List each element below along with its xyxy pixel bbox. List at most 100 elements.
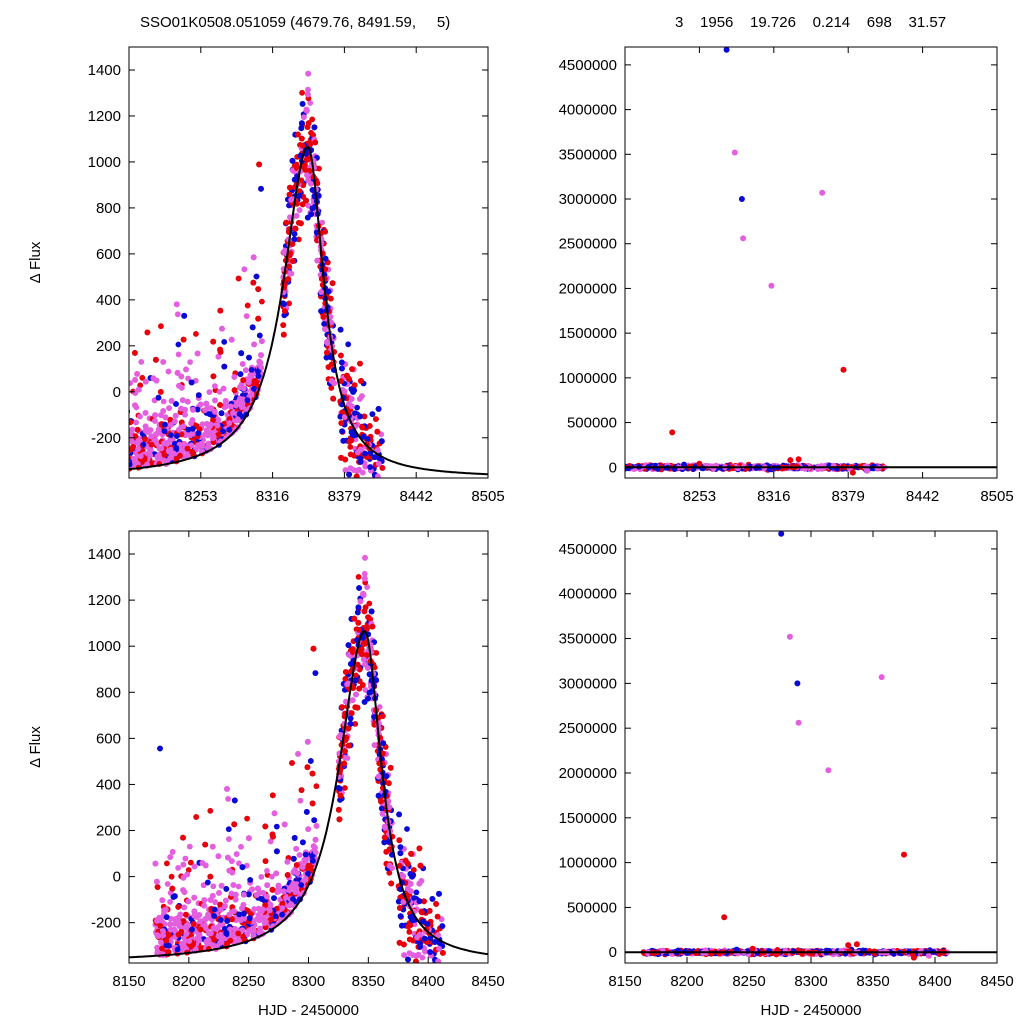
data-point xyxy=(116,457,122,463)
y-tick-label: 3000000 xyxy=(559,191,617,208)
y-tick-label: -200 xyxy=(91,430,121,447)
y-tick-label: 400 xyxy=(96,292,121,309)
data-point xyxy=(371,454,378,460)
data-point xyxy=(864,467,871,474)
data-point xyxy=(298,135,305,142)
data-point xyxy=(122,401,128,407)
data-point xyxy=(112,454,118,460)
data-point xyxy=(366,600,373,607)
data-point xyxy=(110,467,116,473)
plot-area xyxy=(107,70,488,478)
data-point xyxy=(117,422,123,428)
data-point xyxy=(221,339,228,345)
data-point xyxy=(598,464,604,470)
data-point xyxy=(107,447,113,453)
x-tick-label: 8253 xyxy=(683,488,716,505)
data-point xyxy=(787,457,794,464)
data-point xyxy=(413,889,420,896)
y-tick-label: 800 xyxy=(96,200,121,217)
data-point xyxy=(602,464,608,470)
data-point xyxy=(176,382,182,389)
data-point xyxy=(598,464,604,470)
data-point xyxy=(349,366,355,372)
data-point xyxy=(189,425,196,432)
data-point xyxy=(129,426,136,433)
data-point xyxy=(210,373,217,380)
data-point xyxy=(167,899,174,905)
data-point xyxy=(180,336,187,343)
data-point xyxy=(258,185,264,192)
data-point xyxy=(222,398,229,404)
data-point xyxy=(240,377,247,384)
data-point xyxy=(281,301,287,307)
data-point xyxy=(338,420,345,426)
data-point xyxy=(305,86,311,93)
data-point xyxy=(189,448,196,455)
data-point xyxy=(187,432,193,439)
data-point xyxy=(113,459,119,465)
data-point xyxy=(291,236,298,243)
data-point xyxy=(328,385,335,391)
data-point xyxy=(109,449,115,455)
data-point xyxy=(112,465,118,471)
data-point xyxy=(112,461,118,467)
data-point xyxy=(116,422,122,428)
data-point xyxy=(135,386,142,393)
data-point xyxy=(594,466,600,472)
data-point xyxy=(111,462,117,468)
data-point xyxy=(374,428,381,435)
data-point xyxy=(171,418,178,425)
data-point xyxy=(280,331,287,338)
data-point xyxy=(122,364,128,370)
data-point xyxy=(305,70,312,77)
data-point xyxy=(303,156,310,163)
data-point xyxy=(299,89,305,96)
data-point xyxy=(113,467,119,473)
data-point xyxy=(114,423,120,429)
data-point xyxy=(346,376,352,382)
data-point xyxy=(320,314,327,320)
data-point xyxy=(303,197,309,204)
data-point xyxy=(309,116,316,123)
data-point xyxy=(367,450,374,457)
data-point xyxy=(601,465,607,471)
data-point xyxy=(328,378,335,384)
data-point xyxy=(215,431,222,438)
y-tick-label: 4000000 xyxy=(559,102,617,119)
data-point xyxy=(212,383,218,389)
data-point xyxy=(256,358,263,365)
data-point xyxy=(303,106,310,113)
data-point xyxy=(360,433,367,440)
data-point xyxy=(354,449,361,456)
data-point xyxy=(723,47,730,53)
data-point xyxy=(207,807,214,814)
data-point xyxy=(342,467,349,474)
data-point xyxy=(166,405,173,411)
data-point xyxy=(194,350,201,357)
data-point xyxy=(114,464,120,470)
data-point xyxy=(116,457,122,463)
data-point xyxy=(328,361,335,368)
data-point xyxy=(184,398,191,405)
data-point xyxy=(258,874,265,880)
data-point xyxy=(116,453,122,459)
data-point xyxy=(740,235,747,242)
data-point xyxy=(161,428,168,434)
data-point xyxy=(235,883,242,890)
data-point xyxy=(348,437,355,444)
data-point xyxy=(618,464,624,470)
data-point xyxy=(322,326,328,332)
x-tick-label: 8505 xyxy=(471,488,504,505)
data-point xyxy=(206,389,213,395)
data-point xyxy=(187,859,194,866)
data-point xyxy=(178,431,185,438)
data-point xyxy=(116,461,122,467)
data-point xyxy=(619,466,625,472)
data-point xyxy=(120,431,126,437)
data-point xyxy=(188,420,195,427)
data-point xyxy=(225,796,232,802)
data-point xyxy=(120,405,126,411)
data-point xyxy=(113,448,119,454)
data-point xyxy=(220,385,227,392)
data-point xyxy=(108,465,114,471)
